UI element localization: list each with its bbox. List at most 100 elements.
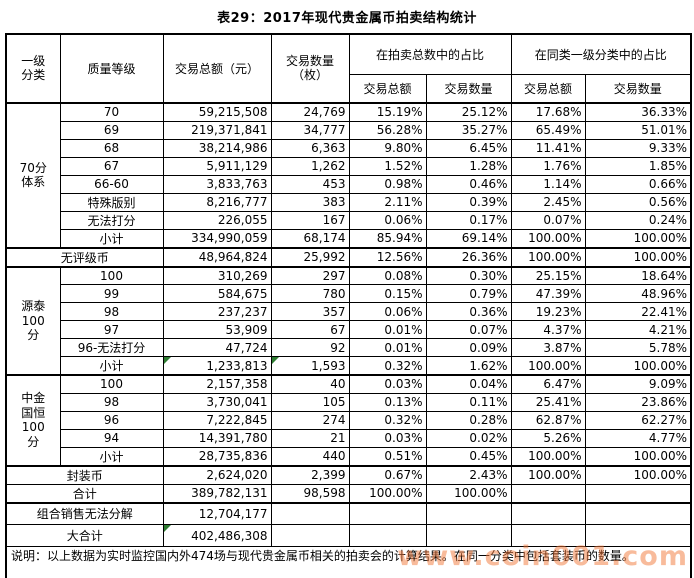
grade-cell: 97 xyxy=(59,320,164,339)
pct-cell-0: 0.08% xyxy=(348,265,427,285)
pct-cell-3: 100.00% xyxy=(584,228,692,249)
pct-cell-0: 0.15% xyxy=(348,284,427,303)
count-cell: 24,769 xyxy=(270,102,350,122)
count-cell: 383 xyxy=(270,192,350,212)
table-header: 一级 分类 质量等级 交易总额（元） 交易数量 （枚） 在拍卖总数中的占比 在同… xyxy=(5,33,692,104)
pct-cell-1: 0.07% xyxy=(425,320,512,339)
count-cell: 1,262 xyxy=(270,156,350,176)
amount-cell: 237,237 xyxy=(162,302,272,321)
count-cell: 92 xyxy=(270,338,350,357)
table-row: 封装币 2,624,020 2,399 0.67% 2.43% 100.00% 100.00… xyxy=(5,464,692,485)
count-cell: 6,363 xyxy=(270,138,350,158)
amount-cell: 3,833,763 xyxy=(162,174,272,194)
amount-cell: 310,269 xyxy=(162,265,272,285)
amount-cell: 389,782,131 xyxy=(162,483,272,504)
pct-cell-0: 56.28% xyxy=(348,120,427,140)
pct-cell-1: 0.30% xyxy=(425,265,512,285)
table-row: 组合销售无法分解 12,704,177 xyxy=(5,501,692,525)
pct-cell-0: 0.51% xyxy=(348,446,427,467)
pct-cell-1: 1.62% xyxy=(425,356,512,376)
pct-cell-3 xyxy=(584,524,692,547)
pct-cell-0: 12.56% xyxy=(348,246,427,268)
grade-cell: 96 xyxy=(59,410,164,430)
note-row: 说明：以上数据为实时监控国内外474场与现代贵金属币相关的拍卖会的计算结果。在同… xyxy=(5,546,692,578)
table-row: 98 3,730,041 105 0.13% 0.11% 25.41% 23.86% xyxy=(6,392,692,412)
count-cell: 780 xyxy=(270,284,350,303)
amount-cell: 53,909 xyxy=(162,320,272,339)
grade-cell: 67 xyxy=(59,156,164,176)
header-row-groups: 一级 分类 质量等级 交易总额（元） 交易数量 （枚） 在拍卖总数中的占比 在同… xyxy=(5,33,692,104)
amount-cell: 1,233,813 xyxy=(162,356,272,376)
pct-cell-3 xyxy=(584,483,692,504)
grade-cell: 98 xyxy=(59,302,164,321)
pct-cell-3: 9.09% xyxy=(584,374,692,394)
amount-cell: 402,486,308 xyxy=(162,524,272,547)
count-cell: 67 xyxy=(270,320,350,339)
pct-cell-0 xyxy=(348,501,427,525)
pct-cell-1: 0.46% xyxy=(425,174,512,194)
amount-cell: 48,964,824 xyxy=(162,246,272,268)
count-cell: 98,598 xyxy=(270,483,350,504)
grade-cell: 69 xyxy=(59,120,164,140)
merged-label-cell: 合计 xyxy=(5,483,164,504)
pct-cell-0: 15.19% xyxy=(348,102,427,122)
pct-cell-0: 0.32% xyxy=(348,410,427,430)
pct-cell-2: 5.26% xyxy=(510,428,586,448)
pct-cell-0: 85.94% xyxy=(348,228,427,249)
count-cell: 357 xyxy=(270,302,350,321)
header-grade: 质量等级 xyxy=(59,33,164,104)
pct-cell-1: 26.36% xyxy=(425,246,512,268)
amount-cell: 47,724 xyxy=(162,338,272,357)
header-group-class-share: 在同类一级分类中的占比 xyxy=(510,33,692,75)
pct-cell-0: 1.52% xyxy=(348,156,427,176)
table-row: 特殊版别 8,216,777 383 2.11% 0.39% 2.45% 0.56% xyxy=(6,192,692,212)
pct-cell-1 xyxy=(425,524,512,547)
pct-cell-3: 23.86% xyxy=(584,392,692,412)
page-title: 表29：2017年现代贵金属币拍卖结构统计 xyxy=(217,11,477,26)
pct-cell-2: 2.45% xyxy=(510,192,586,212)
amount-cell: 14,391,780 xyxy=(162,428,272,448)
grade-cell: 小计 xyxy=(59,356,164,376)
pct-cell-0 xyxy=(348,524,427,547)
count-cell: 297 xyxy=(270,265,350,285)
count-cell xyxy=(270,501,350,525)
pct-cell-1 xyxy=(425,501,512,525)
pct-cell-0: 0.01% xyxy=(348,338,427,357)
pct-cell-0: 0.01% xyxy=(348,320,427,339)
table-row: 70分 体系 70 59,215,508 24,769 15.19% 25.12% 17.6… xyxy=(5,102,692,248)
pct-cell-2: 1.14% xyxy=(510,174,586,194)
amount-cell: 226,055 xyxy=(162,210,272,230)
count-cell: 40 xyxy=(270,374,350,394)
pct-cell-2: 0.07% xyxy=(510,210,586,230)
count-cell: 167 xyxy=(270,210,350,230)
table-row: 合计 389,782,131 98,598 100.00% 100.00% xyxy=(5,483,692,504)
pct-cell-1: 0.04% xyxy=(425,374,512,394)
pct-cell-2: 1.76% xyxy=(510,156,586,176)
header-group-auction-share: 在拍卖总数中的占比 xyxy=(348,33,512,75)
table-row: 小计 334,990,059 68,174 85.94% 69.14% 100.00% 10… xyxy=(6,228,692,249)
pct-cell-0: 0.06% xyxy=(348,302,427,321)
subheader-auction-count: 交易数量 xyxy=(425,73,512,104)
table-row: 无法打分 226,055 167 0.06% 0.17% 0.07% 0.24% xyxy=(6,210,692,230)
pct-cell-3: 4.21% xyxy=(584,320,692,339)
pct-cell-2 xyxy=(510,501,586,525)
amount-cell: 28,735,836 xyxy=(162,446,272,467)
pct-cell-2: 3.87% xyxy=(510,338,586,357)
table-row: 68 38,214,986 6,363 9.80% 6.45% 11.41% 9.33% xyxy=(6,138,692,158)
amount-cell: 59,215,508 xyxy=(162,102,272,122)
table-row: 小计 28,735,836 440 0.51% 0.45% 100.00% 100.00% xyxy=(6,446,692,467)
merged-label-cell: 无评级币 xyxy=(5,246,164,268)
header-count: 交易数量 （枚） xyxy=(270,33,350,104)
amount-cell: 38,214,986 xyxy=(162,138,272,158)
pct-cell-3: 18.64% xyxy=(584,265,692,285)
pct-cell-3: 51.01% xyxy=(584,120,692,140)
pct-cell-3: 48.96% xyxy=(584,284,692,303)
pct-cell-2 xyxy=(510,524,586,547)
table-row: 无评级币 48,964,824 25,992 12.56% 26.36% 100.00% 1… xyxy=(5,246,692,268)
pct-cell-2: 47.39% xyxy=(510,284,586,303)
stats-table: 一级 分类 质量等级 交易总额（元） 交易数量 （枚） 在拍卖总数中的占比 在同… xyxy=(5,33,693,578)
pct-cell-3: 0.56% xyxy=(584,192,692,212)
pct-cell-2: 100.00% xyxy=(510,228,586,249)
pct-cell-2: 4.37% xyxy=(510,320,586,339)
pct-cell-3 xyxy=(584,501,692,525)
